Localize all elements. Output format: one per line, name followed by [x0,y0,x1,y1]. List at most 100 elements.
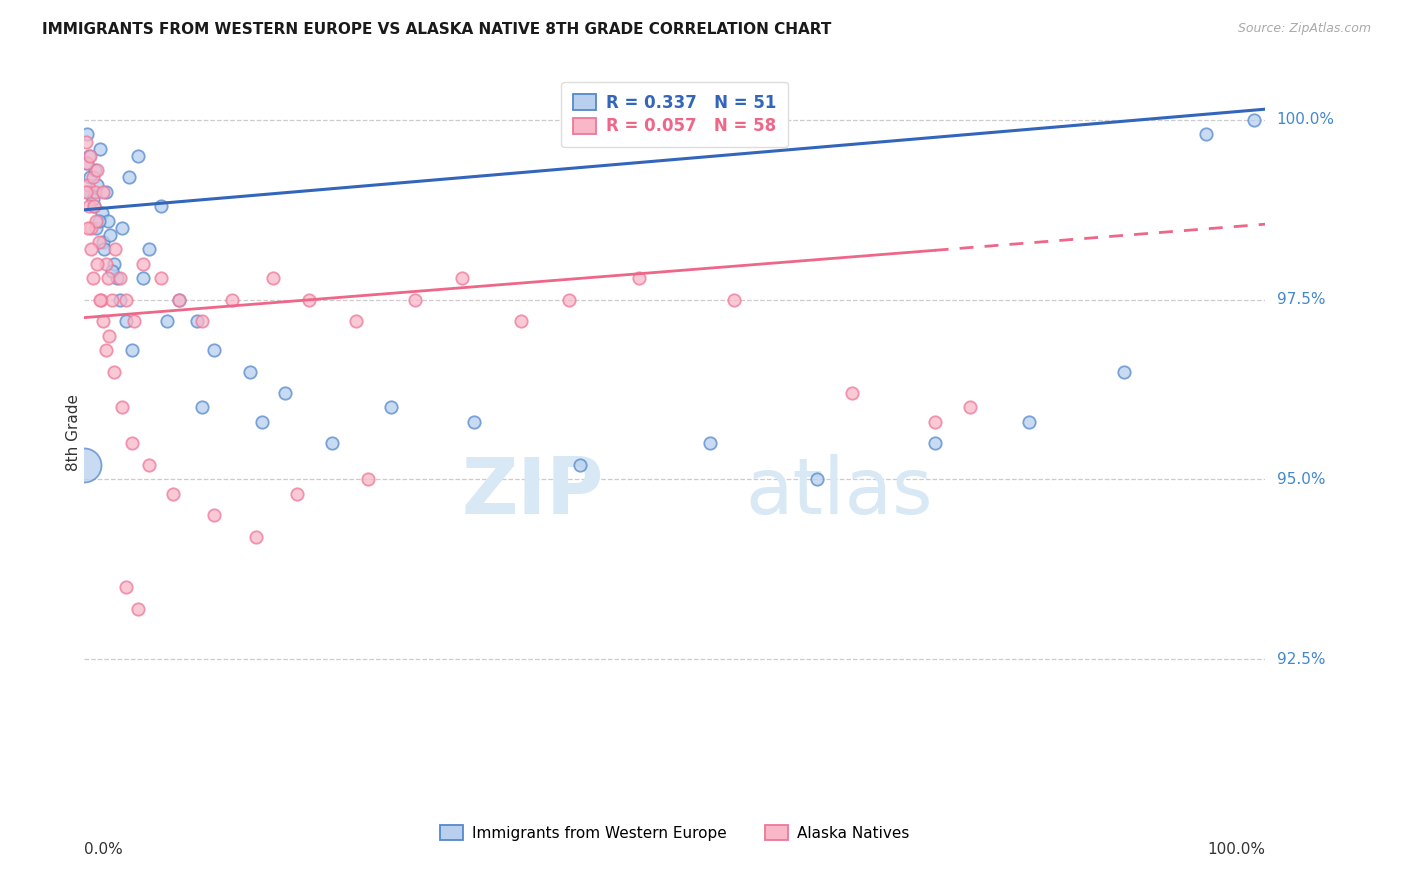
Point [1195,128,1218,142]
Point [806,472,828,486]
Point [191,401,214,415]
Text: ZIP: ZIP [461,454,605,530]
Point [167,293,190,307]
Point [463,415,485,429]
Point [344,314,367,328]
Point [91,185,114,199]
Point [75,185,97,199]
Text: 97.5%: 97.5% [1277,293,1324,307]
Text: 100.0%: 100.0% [1277,112,1334,128]
Point [90,293,112,307]
Text: 92.5%: 92.5% [1277,651,1324,666]
Y-axis label: 8th Grade: 8th Grade [66,394,80,471]
Point [77,149,100,163]
Point [274,386,297,401]
Point [924,415,946,429]
Point [86,257,108,271]
Point [91,235,114,249]
Point [114,293,136,307]
Point [569,458,592,472]
Legend: Immigrants from Western Europe, Alaska Natives: Immigrants from Western Europe, Alaska N… [434,819,915,847]
Point [111,401,134,415]
Point [103,257,125,271]
Point [114,314,136,328]
Point [76,128,98,142]
Point [118,170,141,185]
Point [97,271,120,285]
Point [557,293,579,307]
Point [723,293,745,307]
Point [84,213,107,227]
Point [1243,112,1265,127]
Point [132,271,155,285]
Point [104,243,127,257]
Point [1018,415,1040,429]
Point [121,343,143,357]
Point [114,817,136,831]
Point [239,365,262,379]
Point [108,293,131,307]
Point [262,271,284,285]
Point [84,185,107,199]
Point [83,199,105,213]
Point [86,163,108,178]
Point [77,178,100,192]
Text: 95.0%: 95.0% [1277,472,1324,487]
Point [75,156,97,170]
Point [98,328,121,343]
Point [1112,365,1135,379]
Point [96,343,118,357]
Point [80,220,103,235]
Point [100,264,122,278]
Point [89,142,111,156]
Point [82,170,104,185]
Point [202,508,225,523]
Point [132,257,155,271]
Point [87,235,110,249]
Point [73,458,96,472]
Point [150,271,173,285]
Point [186,314,208,328]
Point [202,343,225,357]
Text: IMMIGRANTS FROM WESTERN EUROPE VS ALASKA NATIVE 8TH GRADE CORRELATION CHART: IMMIGRANTS FROM WESTERN EUROPE VS ALASKA… [42,22,831,37]
Point [510,314,533,328]
Point [86,178,108,192]
Point [94,257,117,271]
Point [77,185,100,199]
Point [94,185,117,199]
Point [79,170,101,185]
Point [127,601,149,615]
Point [93,243,115,257]
Point [404,293,426,307]
Point [138,458,160,472]
Point [76,156,98,170]
Point [959,401,981,415]
Point [82,192,104,206]
Point [82,271,104,285]
Point [167,293,190,307]
Point [111,220,134,235]
Point [84,220,107,235]
Point [250,415,273,429]
Point [87,213,110,227]
Point [122,314,145,328]
Point [121,436,143,450]
Point [97,213,120,227]
Point [103,365,125,379]
Point [98,227,121,242]
Text: 0.0%: 0.0% [84,842,124,856]
Point [80,243,103,257]
Point [924,436,946,450]
Point [80,185,103,199]
Point [321,436,343,450]
Point [138,243,160,257]
Point [107,271,129,285]
Point [91,206,114,220]
Point [245,530,267,544]
Point [298,293,321,307]
Point [89,293,111,307]
Point [84,163,107,178]
Point [221,293,243,307]
Text: Source: ZipAtlas.com: Source: ZipAtlas.com [1237,22,1371,36]
Point [91,314,114,328]
